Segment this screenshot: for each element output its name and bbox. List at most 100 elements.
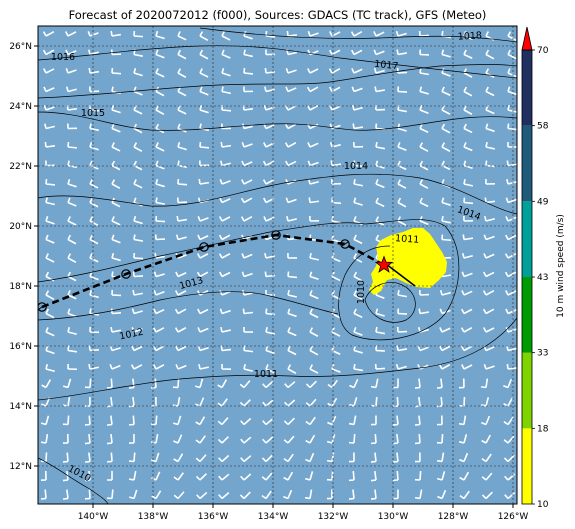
wind-barb-icon [106,470,113,481]
colorbar-segment [522,428,532,504]
isobar-labels: 1018101610171015101410141013101210111011… [51,30,482,484]
track-line [41,233,385,309]
wind-barb-icon [199,31,209,42]
wind-barb-icon [197,216,209,222]
wind-barb-icon [261,472,273,481]
colorbar-segment [522,50,532,126]
wind-barb-icon [151,471,161,481]
wind-barb-icon [327,397,338,407]
map-frame [37,25,518,505]
wind-barb-icon [265,345,275,355]
wind-barb-icon [243,67,254,75]
wind-barb-icon [218,473,230,481]
wind-barb-icon [462,234,474,241]
isobar-label: 1017 [374,59,399,72]
wind-barb-icon [436,452,445,463]
wind-barb-icon [331,345,341,355]
wind-barb-icon [87,31,99,37]
wind-barb-icon [240,216,253,222]
wind-barb-icon [419,197,429,208]
wind-barb-icon [219,271,231,278]
wind-barb-icon [239,380,251,389]
wind-barb-icon [262,380,274,389]
wind-barb-icon [89,326,100,334]
wind-barb-icon [172,378,180,389]
wind-barb-icon [240,473,252,481]
wind-barb-icon [263,142,275,148]
wind-barb-icon [65,49,77,56]
wind-barb-icon [459,490,470,500]
wind-barb-icon [265,326,275,335]
wind-barb-icon [419,179,429,189]
wind-barb-icon [330,160,342,167]
wind-barb-icon [458,378,465,389]
wind-barb-icon [45,345,55,355]
wind-barb-icon [219,290,231,296]
wind-barb-icon [437,489,447,500]
wind-barb-icon [67,271,77,282]
wind-barb-icon [283,435,295,444]
wind-barb-icon [418,289,430,296]
wind-barb-icon [218,253,231,259]
lon-tick-label: 136°W [198,512,229,522]
isobar-label: 1018 [458,30,483,42]
wind-barb-icon [418,30,430,37]
wind-barb-icon [309,364,319,374]
wind-barb-icon [309,308,319,319]
wind-barb-icon [221,67,231,77]
wind-barb-icon [463,31,473,40]
track-point [271,230,281,240]
lat-tick-label: 14°N [9,402,32,412]
wind-barb-icon [150,434,159,444]
wind-barb-icon [40,470,47,481]
wind-barb-icon [218,454,230,463]
wind-barb-icon [482,308,495,315]
wind-barb-icon [419,160,429,171]
lon-tick-label: 140°W [78,512,109,522]
wind-barb-icon [196,271,209,278]
wind-barb-icon [151,490,162,500]
wind-barb-icon [283,489,293,500]
wind-barb-icon [217,379,228,389]
wind-barb-icon [111,234,121,244]
wind-barb-icon [397,179,407,189]
isobar-1010-south [38,457,109,504]
wind-barb-icon [261,490,272,500]
wind-barb-icon [89,253,99,263]
wind-barb-icon [177,178,188,186]
wind-barb-icon [463,215,474,222]
wind-barb-icon [111,123,121,133]
wind-barb-icon [262,418,274,426]
high-wind-area [369,228,447,295]
wind-barb-icon [84,489,91,500]
wind-barb-icon [397,216,407,226]
wind-barb-icon [264,271,276,278]
wind-barb-icon [481,491,493,500]
wind-barb-icon [109,364,121,370]
wind-barb-icon [133,86,143,96]
wind-barb-icon [173,453,184,463]
axis-ticks: 140°W 138°W 136°W 134°W 132°W 130°W 128°W 126°W… [9,42,528,522]
wind-barb-icon [62,452,69,463]
isobar-1018 [199,27,517,43]
wind-barb-icon [155,197,165,205]
wind-barb-icon [285,86,297,93]
wind-barb-icon [309,290,319,300]
isobar-1017 [38,64,517,99]
wind-barb-icon [111,216,121,226]
wind-barb-icon [89,141,99,151]
wind-barb-icon [177,49,187,60]
wind-barb-icon [396,49,408,56]
wind-barb-icon [439,327,451,333]
wind-barb-icon [40,415,50,426]
colorbar-tick-label: 43 [537,273,548,283]
wind-barb-icon [65,86,77,93]
wind-barb-icon [396,67,408,74]
wind-barb-icon [106,415,113,426]
wind-barb-icon [265,289,276,296]
wind-barb-icon [43,86,55,93]
wind-barb-icon [419,123,429,134]
wind-barb-icon [438,345,451,352]
wind-barb-icon [326,489,333,500]
